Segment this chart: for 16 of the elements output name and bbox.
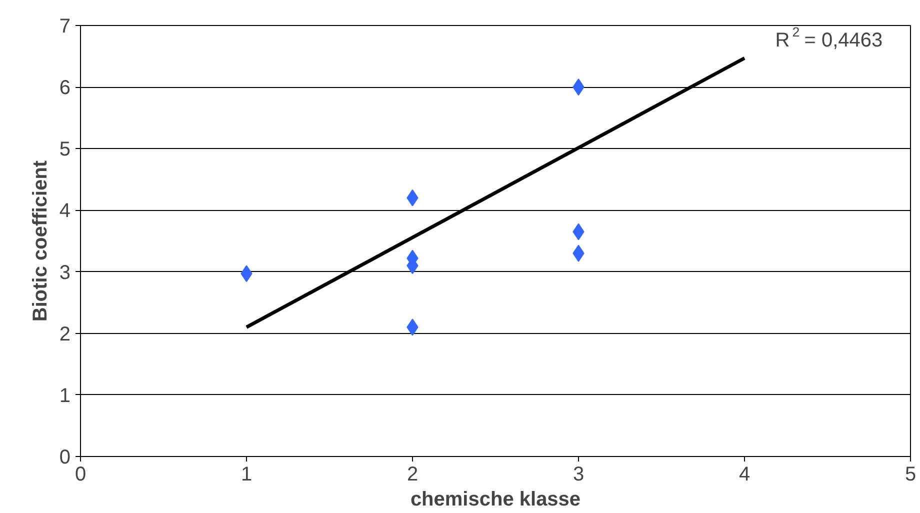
y-tick-label: 5 <box>59 138 70 161</box>
x-tick-label: 0 <box>74 464 86 486</box>
x-tick-label: 2 <box>406 464 418 486</box>
x-tick-label: 4 <box>738 464 750 486</box>
x-tick-label: 1 <box>240 464 252 486</box>
y-tick-label: 0 <box>59 446 70 468</box>
y-axis-title: Biotic coefficient <box>29 160 52 322</box>
x-tick-label: 3 <box>572 464 584 486</box>
y-tick-label: 4 <box>59 200 70 222</box>
y-tick-label: 7 <box>59 16 70 38</box>
y-tick-label: 2 <box>59 323 70 346</box>
y-tick-label: 1 <box>59 384 70 407</box>
x-tick-label: 5 <box>904 464 916 486</box>
y-tick-label: 3 <box>59 262 70 284</box>
y-tick-label: 6 <box>59 77 70 100</box>
x-axis-title: chemische klasse <box>410 488 581 510</box>
